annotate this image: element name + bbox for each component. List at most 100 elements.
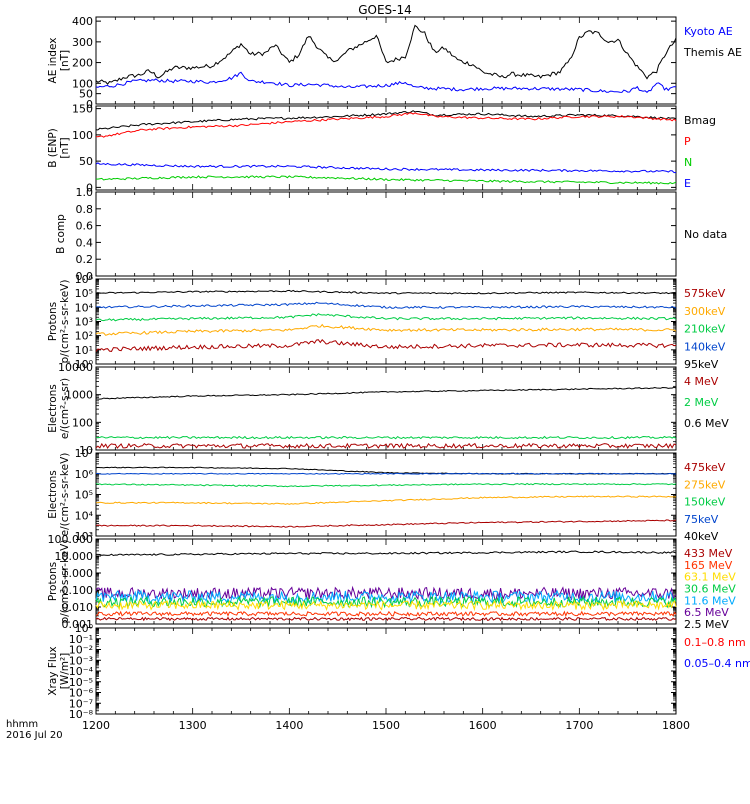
panel-3: 0.0 0.2 0.4 0.6 0.8 1.0 B comp No data <box>55 186 727 283</box>
legend-entry: 11.6 MeV <box>684 594 736 607</box>
series-line <box>95 599 677 612</box>
legend-entry: Kyoto AE <box>684 25 733 38</box>
panel-2: 0 50 100 150 B (ENP) [nT] Bmag PNE <box>47 103 716 195</box>
series-line <box>95 519 677 528</box>
x-axis-label-date: 2016 Jul 20 <box>6 730 63 741</box>
legend-entry: 0.05–0.4 nm <box>684 657 750 670</box>
x-tick-label: 1400 <box>275 719 303 732</box>
y-tick-label: 10⁻⁴ <box>69 665 94 678</box>
series-line <box>95 435 677 440</box>
y-axis-label: Electrons <box>47 384 59 433</box>
y-tick-label: 10⁻³ <box>69 654 93 667</box>
y-tick-label: 10³ <box>75 316 93 329</box>
series-line <box>95 585 677 602</box>
y-tick-label: 100.000 <box>48 533 94 546</box>
y-axis-label: e/(cm²-s-sr-keV) <box>59 453 71 537</box>
legend-entry: 40keV <box>684 530 719 543</box>
y-axis-label: AE index <box>47 38 59 84</box>
legend-entry: 210keV <box>684 323 726 336</box>
y-tick-label: 1.000 <box>62 567 94 580</box>
y-tick-label: 50 <box>79 155 93 168</box>
y-tick-label: 0.2 <box>76 253 94 266</box>
legend-entry: N <box>684 156 692 169</box>
y-axis-label: Xray Flux <box>47 646 59 695</box>
x-tick-label: 1600 <box>469 719 497 732</box>
y-tick-label: 10⁻¹ <box>69 633 93 646</box>
y-tick-label: 10⁻⁶ <box>69 687 94 700</box>
y-axis-label: [W/m²] <box>59 653 71 690</box>
legend-entry: 4 MeV <box>684 375 719 388</box>
legend-entry: 300keV <box>684 305 726 318</box>
series-line <box>95 175 677 185</box>
y-tick-label: 0.6 <box>76 220 94 233</box>
series-line <box>95 301 677 309</box>
series-line <box>95 323 677 336</box>
y-tick-label: 10⁻⁸ <box>69 708 94 721</box>
series-line <box>95 162 677 174</box>
y-axis-label: [nT] <box>59 137 71 158</box>
y-tick-label: 10² <box>75 330 93 343</box>
panel-7: 0.001 0.010 0.100 1.000 10.000 100.000 Protons… <box>47 533 736 631</box>
legend-entry: 95keV <box>684 358 719 371</box>
y-tick-label: 1.0 <box>76 186 94 199</box>
y-tick-label: 50 <box>79 88 93 101</box>
y-tick-label: 10⁴ <box>75 301 94 314</box>
y-tick-label: 10⁻⁵ <box>69 676 93 689</box>
x-axis-label-hhmm: hhmm <box>6 719 38 730</box>
y-tick-label: 100 <box>72 416 93 429</box>
y-tick-label: 10⁶ <box>75 273 94 286</box>
legend-entry: 0.6 MeV <box>684 417 729 430</box>
y-tick-label: 200 <box>72 57 93 70</box>
y-tick-label: 10⁷ <box>75 447 93 460</box>
series-line <box>95 71 677 93</box>
series-line <box>95 339 677 352</box>
y-tick-label: 10⁶ <box>75 468 94 481</box>
y-tick-label: 10⁰ <box>75 358 94 371</box>
y-tick-label: 10000 <box>58 361 93 374</box>
legend-entry: 75keV <box>684 513 719 526</box>
y-tick-label: 0.001 <box>62 618 94 631</box>
y-tick-label: 10¹ <box>75 344 93 357</box>
x-tick-label: 1800 <box>662 719 690 732</box>
legend-entry: E <box>684 177 691 190</box>
panel-frame <box>95 452 677 537</box>
y-tick-label: 0 <box>86 98 93 111</box>
legend-entry: 6.5 MeV <box>684 606 729 619</box>
y-tick-label: 10 <box>79 444 93 457</box>
y-tick-label: 0.0 <box>76 270 94 283</box>
panel-frame <box>95 105 677 191</box>
y-tick-label: 10⁵ <box>75 287 93 300</box>
y-tick-label: 0.8 <box>76 203 94 216</box>
y-axis-label: B comp <box>55 214 67 254</box>
legend-entry: Themis AE <box>683 46 742 59</box>
y-tick-label: 10.000 <box>55 550 94 563</box>
panel-6: 10³ 10⁴ 10⁵ 10⁶ 10⁷ Electrons e/(cm²-s-sr-keV)… <box>47 447 726 543</box>
y-tick-label: 0.100 <box>62 584 94 597</box>
y-tick-label: 10⁴ <box>75 509 94 522</box>
x-tick-label: 1700 <box>565 719 593 732</box>
legend-entry: 275keV <box>684 478 726 491</box>
x-tick-label: 1500 <box>372 719 400 732</box>
y-axis-label: Protons <box>47 562 59 601</box>
legend-entry: 150keV <box>684 496 726 509</box>
y-tick-label: 0 <box>86 181 93 194</box>
y-tick-label: 150 <box>72 103 93 116</box>
legend-entry: 140keV <box>684 340 726 353</box>
series-line <box>96 110 677 131</box>
series-line <box>95 289 677 295</box>
series-line <box>95 386 677 400</box>
legend-entry: No data <box>684 228 727 241</box>
y-tick-label: 10³ <box>75 530 93 543</box>
series-line <box>95 616 676 622</box>
legend-entry: 575keV <box>684 287 726 300</box>
panel-frame <box>95 627 677 715</box>
series-line <box>95 495 677 505</box>
panel-5: 10 100 1000 10000 Electrons e/(cm²-s-sr) 4 MeV… <box>47 361 729 457</box>
legend-entry: P <box>684 135 691 148</box>
legend-entry: Bmag <box>684 114 716 127</box>
y-tick-label: 300 <box>72 36 93 49</box>
legend-entry: 0.1–0.8 nm <box>684 636 746 649</box>
